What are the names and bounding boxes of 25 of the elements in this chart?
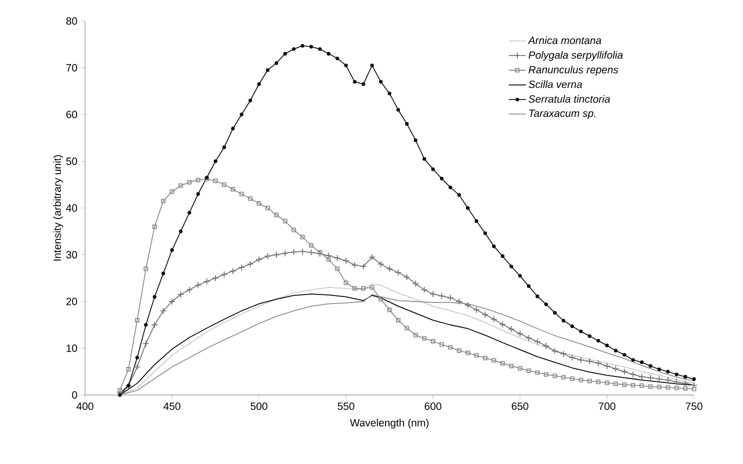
- x-tick-label: 450: [164, 402, 180, 410]
- y-tick-label: 40: [66, 204, 78, 212]
- y-tick-label: 0: [72, 391, 78, 399]
- y-tick-label: 80: [66, 17, 78, 25]
- y-tick-label: 20: [66, 298, 78, 306]
- legend-label: Ranunculus repens: [528, 66, 618, 76]
- legend-label: Serratula tinctoria: [528, 95, 610, 103]
- x-tick-label: 550: [338, 402, 354, 410]
- y-axis-title: Intensity (arbitrary unit): [53, 155, 64, 261]
- y-tick-label: 10: [66, 344, 78, 352]
- y-tick-label: 60: [66, 110, 78, 118]
- legend-label: Arnica montana: [528, 36, 602, 44]
- x-tick-label: 750: [686, 402, 702, 410]
- legend-label: Scilla verna: [528, 80, 582, 88]
- x-axis-title: Wavelength (nm): [350, 418, 428, 429]
- x-tick-label: 600: [424, 402, 442, 410]
- x-tick-label: 700: [598, 402, 616, 410]
- x-tick-label: 400: [76, 402, 94, 410]
- y-tick-label: 70: [66, 64, 78, 72]
- y-tick-label: 50: [66, 158, 78, 165]
- y-tick-label: 30: [66, 251, 78, 258]
- x-tick-label: 650: [512, 402, 528, 410]
- legend-label: Polygala serpyllifolia: [528, 51, 623, 61]
- legend-label: Taraxacum sp.: [529, 110, 596, 120]
- x-tick-label: 500: [250, 402, 268, 410]
